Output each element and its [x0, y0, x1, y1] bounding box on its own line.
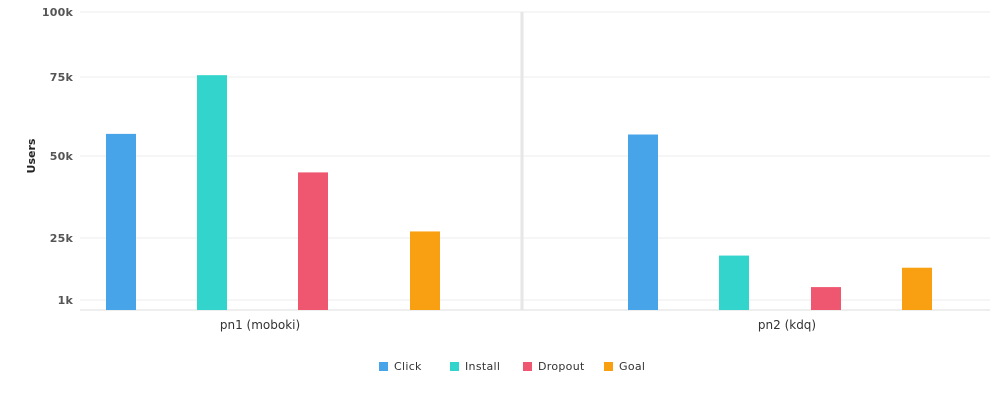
y-tick-label: 1k: [58, 294, 74, 307]
bar-install-2: [719, 255, 749, 310]
legend-label-click: Click: [394, 360, 422, 373]
bars: [106, 75, 932, 311]
bar-click-2: [628, 134, 658, 310]
bar-goal-1: [410, 231, 440, 310]
y-tick-label: 50k: [50, 150, 74, 163]
y-axis-title: Users: [25, 138, 38, 173]
y-tick-label: 75k: [50, 71, 74, 84]
bar-dropout-2: [811, 287, 841, 310]
bar-dropout-1: [298, 172, 328, 310]
bar-goal-2: [902, 267, 932, 310]
x-category-label: pn2 (kdq): [758, 318, 816, 332]
legend-swatch-click: [379, 362, 388, 371]
y-tick-label: 100k: [42, 6, 74, 19]
legend-swatch-dropout: [523, 362, 532, 371]
bar-install-1: [197, 75, 227, 311]
bar-click-1: [106, 133, 136, 310]
x-category-label: pn1 (moboki): [220, 318, 300, 332]
x-axis-categories: pn1 (moboki) pn2 (kdq): [220, 318, 816, 332]
legend-label-dropout: Dropout: [538, 360, 585, 373]
y-tick-label: 25k: [50, 232, 74, 245]
legend-label-install: Install: [465, 360, 500, 373]
legend: Click Install Dropout Goal: [379, 360, 645, 373]
y-axis-ticks: 1k 25k 50k 75k 100k: [42, 6, 74, 307]
legend-label-goal: Goal: [619, 360, 645, 373]
legend-swatch-goal: [604, 362, 613, 371]
legend-swatch-install: [450, 362, 459, 371]
